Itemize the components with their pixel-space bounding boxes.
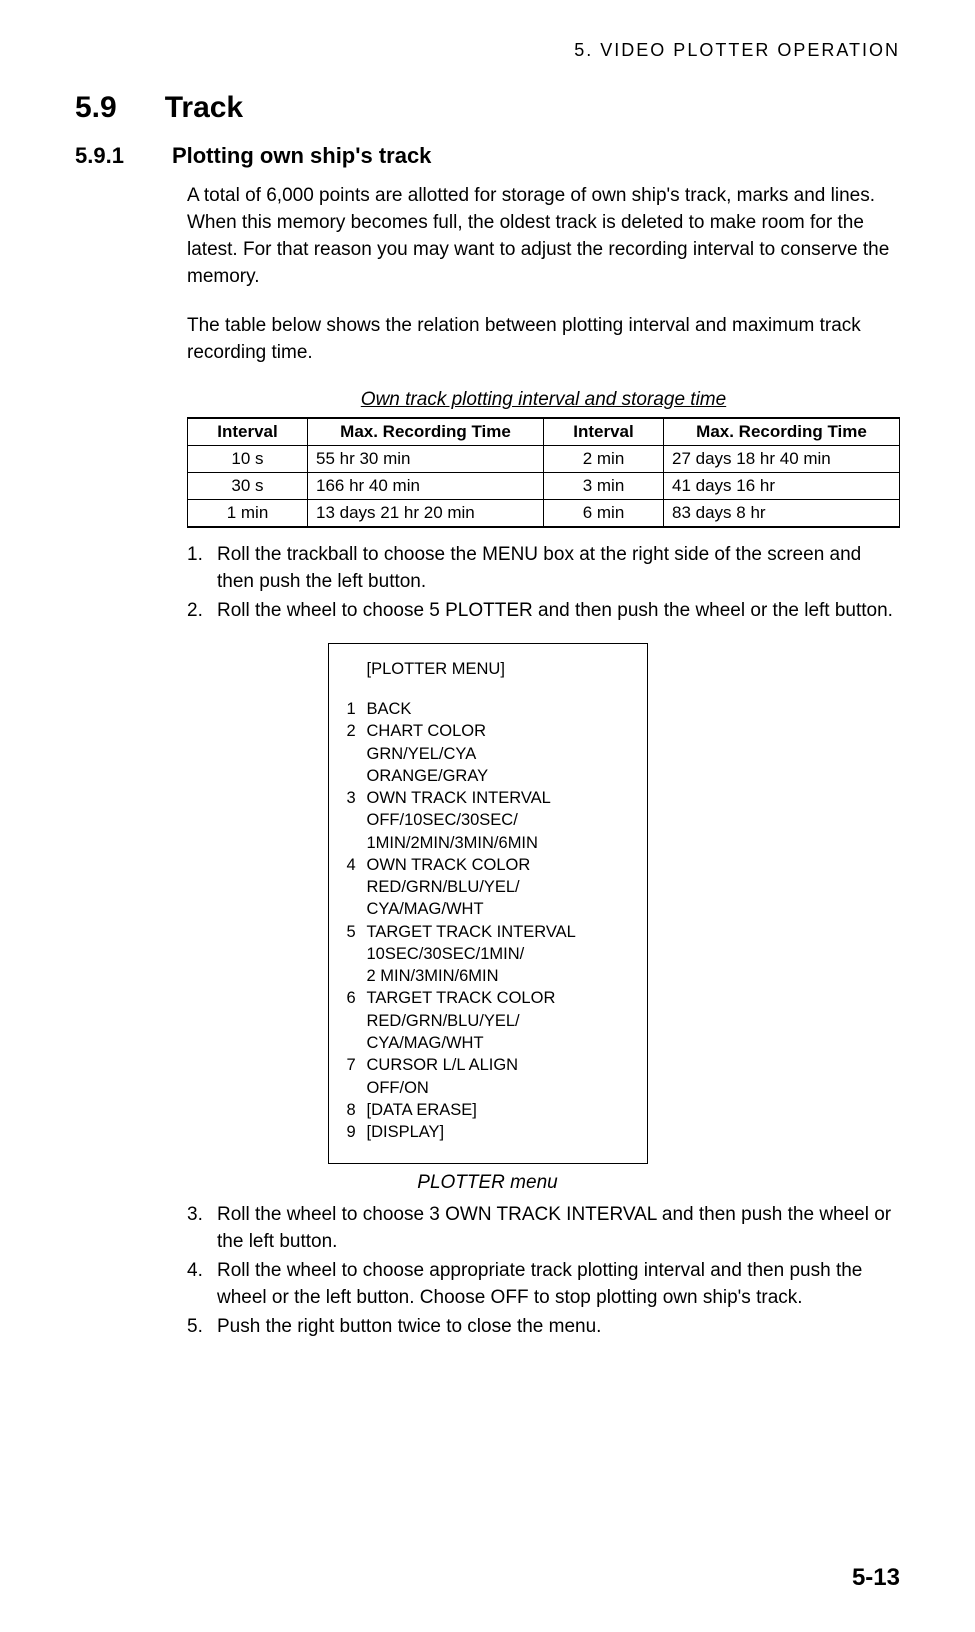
menu-item-sub: CYA/MAG/WHT (367, 1032, 629, 1054)
menu-item-number: 4 (347, 854, 367, 876)
menu-caption: PLOTTER menu (75, 1172, 900, 1194)
menu-item-label: OWN TRACK COLOR (367, 854, 629, 876)
table-caption: Own track plotting interval and storage … (187, 389, 900, 411)
list-item: 1.Roll the trackball to choose the MENU … (187, 542, 900, 596)
list-item-number: 4. (187, 1258, 217, 1312)
menu-item-label: CHART COLOR (367, 720, 629, 742)
list-item-text: Roll the wheel to choose appropriate tra… (217, 1258, 900, 1312)
menu-item-label: BACK (367, 698, 629, 720)
menu-item-sub: GRN/YEL/CYA (367, 743, 629, 765)
list-item-text: Roll the trackball to choose the MENU bo… (217, 542, 900, 596)
list-item: 3.Roll the wheel to choose 3 OWN TRACK I… (187, 1202, 900, 1256)
section-title: Track (165, 91, 243, 125)
list-item-text: Push the right button twice to close the… (217, 1314, 900, 1341)
menu-item-label: CURSOR L/L ALIGN (367, 1054, 629, 1076)
subsection-number: 5.9.1 (75, 143, 124, 169)
table-cell: 41 days 16 hr (664, 472, 900, 499)
menu-item: 8[DATA ERASE] (347, 1099, 629, 1121)
subsection-heading: 5.9.1 Plotting own ship's track (75, 143, 900, 169)
menu-item-sub: 10SEC/30SEC/1MIN/ (367, 943, 629, 965)
menu-item-sub: 1MIN/2MIN/3MIN/6MIN (367, 832, 629, 854)
paragraph: The table below shows the relation betwe… (187, 313, 900, 367)
table-cell: 2 min (544, 445, 664, 472)
menu-item: 3OWN TRACK INTERVAL (347, 787, 629, 809)
table-row: 30 s166 hr 40 min3 min41 days 16 hr (188, 472, 900, 499)
table-cell: 27 days 18 hr 40 min (664, 445, 900, 472)
menu-item-sub: CYA/MAG/WHT (367, 898, 629, 920)
section-number: 5.9 (75, 91, 117, 125)
menu-item: 5TARGET TRACK INTERVAL (347, 921, 629, 943)
page-number: 5-13 (852, 1564, 900, 1592)
menu-item: 2CHART COLOR (347, 720, 629, 742)
table-cell: 30 s (188, 472, 308, 499)
list-item-text: Roll the wheel to choose 3 OWN TRACK INT… (217, 1202, 900, 1256)
ordered-list-2: 3.Roll the wheel to choose 3 OWN TRACK I… (187, 1202, 900, 1341)
list-item-text: Roll the wheel to choose 5 PLOTTER and t… (217, 598, 900, 625)
section-heading: 5.9 Track (75, 91, 900, 125)
menu-item-number: 8 (347, 1099, 367, 1121)
menu-item: 4OWN TRACK COLOR (347, 854, 629, 876)
menu-item: 6TARGET TRACK COLOR (347, 987, 629, 1009)
table-cell: 6 min (544, 499, 664, 527)
menu-item-number: 1 (347, 698, 367, 720)
table-cell: 10 s (188, 445, 308, 472)
table-header: Max. Recording Time (308, 418, 544, 446)
table-cell: 166 hr 40 min (308, 472, 544, 499)
menu-item-number: 5 (347, 921, 367, 943)
paragraph: A total of 6,000 points are allotted for… (187, 183, 900, 291)
table-header: Max. Recording Time (664, 418, 900, 446)
menu-item: 7CURSOR L/L ALIGN (347, 1054, 629, 1076)
list-item: 2.Roll the wheel to choose 5 PLOTTER and… (187, 598, 900, 625)
plotter-menu-box: [PLOTTER MENU] 1BACK2CHART COLORGRN/YEL/… (328, 643, 648, 1165)
menu-item-sub: 2 MIN/3MIN/6MIN (367, 965, 629, 987)
chapter-header: 5. VIDEO PLOTTER OPERATION (75, 40, 900, 61)
list-item-number: 5. (187, 1314, 217, 1341)
menu-item-label: [DISPLAY] (367, 1121, 629, 1143)
list-item-number: 1. (187, 542, 217, 596)
menu-item-number: 6 (347, 987, 367, 1009)
menu-item-sub: RED/GRN/BLU/YEL/ (367, 1010, 629, 1032)
menu-item-label: TARGET TRACK INTERVAL (367, 921, 629, 943)
menu-item-number: 2 (347, 720, 367, 742)
table-row: 1 min13 days 21 hr 20 min6 min83 days 8 … (188, 499, 900, 527)
list-item-number: 2. (187, 598, 217, 625)
menu-item-label: TARGET TRACK COLOR (367, 987, 629, 1009)
menu-item-sub: RED/GRN/BLU/YEL/ (367, 876, 629, 898)
table-cell: 83 days 8 hr (664, 499, 900, 527)
table-header: Interval (188, 418, 308, 446)
menu-item-label: OWN TRACK INTERVAL (367, 787, 629, 809)
table-header-row: Interval Max. Recording Time Interval Ma… (188, 418, 900, 446)
list-item: 5.Push the right button twice to close t… (187, 1314, 900, 1341)
table-cell: 55 hr 30 min (308, 445, 544, 472)
interval-table: Interval Max. Recording Time Interval Ma… (187, 417, 900, 528)
list-item-number: 3. (187, 1202, 217, 1256)
menu-item-number: 9 (347, 1121, 367, 1143)
list-item: 4.Roll the wheel to choose appropriate t… (187, 1258, 900, 1312)
table-header: Interval (544, 418, 664, 446)
menu-item-number: 3 (347, 787, 367, 809)
table-cell: 1 min (188, 499, 308, 527)
menu-item-sub: ORANGE/GRAY (367, 765, 629, 787)
menu-item-sub: OFF/10SEC/30SEC/ (367, 809, 629, 831)
menu-item: 9[DISPLAY] (347, 1121, 629, 1143)
subsection-title: Plotting own ship's track (172, 143, 431, 169)
ordered-list-1: 1.Roll the trackball to choose the MENU … (187, 542, 900, 625)
table-cell: 13 days 21 hr 20 min (308, 499, 544, 527)
menu-item-label: [DATA ERASE] (367, 1099, 629, 1121)
menu-item-number: 7 (347, 1054, 367, 1076)
menu-item-sub: OFF/ON (367, 1077, 629, 1099)
menu-title: [PLOTTER MENU] (367, 658, 629, 680)
table-cell: 3 min (544, 472, 664, 499)
menu-item: 1BACK (347, 698, 629, 720)
table-row: 10 s55 hr 30 min2 min27 days 18 hr 40 mi… (188, 445, 900, 472)
